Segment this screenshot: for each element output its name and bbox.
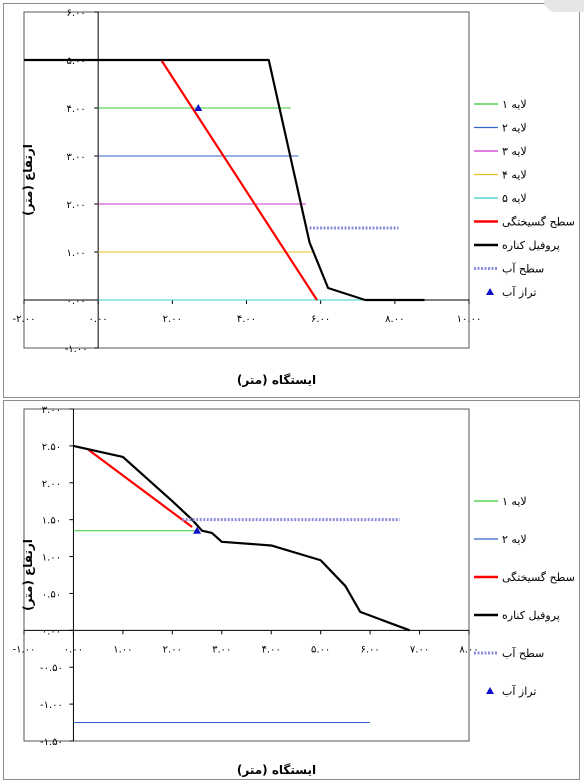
chart1-y-tick-label: ۶.۰۰: [67, 8, 86, 19]
chart2-series-3-line: [87, 448, 193, 528]
chart1-plot-area: [23, 11, 470, 349]
chart1-series-4-legend-label: لایه ۴: [502, 169, 527, 182]
chart1-series-7-line: [24, 58, 425, 302]
chart2-x-tick-label: ۶.۰۰: [360, 644, 379, 655]
chart2-x-axis-label: ایستگاه (متر): [237, 763, 316, 777]
chart2-series-1-legend-label: لایه ۱: [502, 495, 527, 508]
chart2-x-tick-label: ۱.۰۰: [113, 644, 132, 655]
chart1-series-6-legend-label: سطح گسیختگی: [502, 216, 575, 229]
chart1-y-tick-label: ۰.۰۰: [67, 296, 86, 307]
chart2-x-tick-label: ۸.۰۰: [459, 644, 478, 655]
chart1-series-5-legend-label: لایه ۵: [502, 192, 527, 205]
chart1-x-tick-label: ۱۰.۰۰: [457, 314, 482, 325]
chart1-series-7-legend-label: پروفیل کناره: [502, 239, 560, 252]
chart2-y-tick-label: -۱.۵۰: [40, 737, 63, 748]
chart1-y-axis-label: ارتفاع (متر): [21, 144, 35, 216]
chart1-series-9-marker: [194, 104, 203, 111]
chart1-y-tick-label: ۴.۰۰: [67, 104, 86, 115]
chart2-y-axis-label: ارتفاع (متر): [21, 539, 35, 611]
chart2-plot-area: [23, 408, 470, 742]
chart1-series-1-legend-label: لایه ۱: [502, 98, 527, 111]
chart2-x-tick-label: ۰.۰۰: [64, 644, 83, 655]
chart1-y-tick-label: ۳.۰۰: [67, 152, 86, 163]
chart2-x-tick-label: ۲.۰۰: [163, 644, 182, 655]
chart2-y-tick-label: ۲.۰۰: [42, 479, 61, 490]
chart2-y-tick-label: ۱.۰۰: [42, 553, 61, 564]
chart2-series-5-legend-label: سطح آب: [502, 646, 544, 660]
chart2-series-3-legend-label: سطح گسیختگی: [502, 571, 575, 584]
chart2-x-tick-label: ۳.۰۰: [212, 644, 231, 655]
chart2-y-tick-label: -۱.۰۰: [40, 700, 63, 711]
chart1-x-tick-label: ۲.۰۰: [163, 314, 182, 325]
chart1-series-6-line: [160, 59, 318, 301]
chart-panel-bottom: -۱.۰۰ ۰.۰۰ ۱.۰۰ ۲.۰۰ ۳.۰۰ ۴.۰۰ ۵.۰۰ ۶.۰۰ ۷.۰۰ ۸.۰…: [3, 400, 580, 780]
chart1-x-tick-label: ۴.۰۰: [237, 314, 256, 325]
chart1-series-9-legend-label: تراز آب: [502, 285, 536, 299]
chart2-series-6-legend-swatch: [486, 687, 494, 694]
chart2-y-tick-label: ۰.۰۰: [42, 626, 61, 637]
chart2-y-tick-label: ۰.۵۰: [42, 589, 61, 600]
chart-top-svg: -۲.۰۰ ۰.۰۰ ۲.۰۰ ۴.۰۰ ۶.۰۰ ۸.۰۰ ۱۰.۰۰ -۱.۰۰ ۰.۰۰ ۱…: [13, 8, 575, 387]
chart1-y-tick-label: -۱.۰۰: [65, 344, 88, 355]
chart-bottom-svg: -۱.۰۰ ۰.۰۰ ۱.۰۰ ۲.۰۰ ۳.۰۰ ۴.۰۰ ۵.۰۰ ۶.۰۰ ۷.۰۰ ۸.۰…: [13, 405, 575, 777]
corner-decoration: [544, 0, 584, 12]
chart1-x-tick-label: ۰.۰۰: [89, 314, 108, 325]
chart1-series-9-legend-swatch: [486, 288, 494, 295]
chart2-y-tick-label: -۰.۵۰: [40, 663, 63, 674]
chart1-x-tick-label: ۶.۰۰: [311, 314, 330, 325]
chart1-series-3-legend-label: لایه ۳: [502, 145, 527, 158]
chart2-series-2-legend-label: لایه ۲: [502, 533, 527, 546]
chart2-series-6-legend-label: تراز آب: [502, 684, 536, 698]
chart1-x-tick-label: -۲.۰۰: [13, 314, 36, 325]
chart1-y-tick-label: ۵.۰۰: [67, 56, 86, 67]
chart2-series-4-line: [73, 444, 411, 632]
chart-panel-top: -۲.۰۰ ۰.۰۰ ۲.۰۰ ۴.۰۰ ۶.۰۰ ۸.۰۰ ۱۰.۰۰ -۱.۰۰ ۰.۰۰ ۱…: [3, 3, 580, 398]
chart1-y-tick-label: ۲.۰۰: [67, 200, 86, 211]
chart1-series-2-legend-label: لایه ۲: [502, 122, 527, 135]
chart1-y-tick-label: ۱.۰۰: [67, 248, 86, 259]
chart1-x-axis-label: ایستگاه (متر): [237, 373, 316, 387]
chart1-x-tick-label: ۸.۰۰: [385, 314, 404, 325]
chart2-y-tick-label: ۳.۰۰: [42, 405, 61, 416]
chart2-series-6-marker: [193, 526, 202, 534]
chart2-x-tick-label: ۷.۰۰: [410, 644, 429, 655]
chart2-x-tick-label: ۵.۰۰: [311, 644, 330, 655]
chart2-y-tick-label: ۱.۵۰: [42, 516, 61, 527]
chart2-x-tick-label: -۱.۰۰: [13, 644, 36, 655]
chart2-series-4-legend-label: پروفیل کناره: [502, 609, 560, 622]
chart2-x-tick-label: ۴.۰۰: [262, 644, 281, 655]
chart1-series-8-legend-label: سطح آب: [502, 262, 544, 276]
chart2-y-tick-label: ۲.۵۰: [42, 442, 61, 453]
